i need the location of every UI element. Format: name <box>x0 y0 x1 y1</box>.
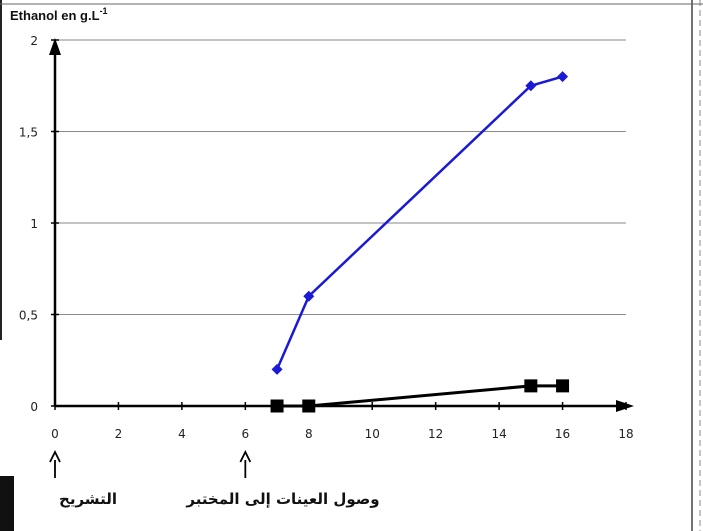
y-tick-label-0: 0 <box>30 400 38 414</box>
series-1-line <box>277 384 563 408</box>
x-tick-label-0: 0 <box>51 427 59 441</box>
grid <box>55 39 626 315</box>
y-tick-label-1: 0,5 <box>19 309 38 323</box>
x-tick-label-7: 14 <box>491 427 506 441</box>
x-tick-label-5: 10 <box>365 427 380 441</box>
x-axis-arrow <box>616 400 634 412</box>
annotation-arrowhead-0 <box>49 449 61 463</box>
x-tick-label-9: 18 <box>618 427 633 441</box>
series <box>270 71 570 413</box>
annotation-arrowhead-1 <box>239 449 252 463</box>
series-0-line <box>275 75 563 370</box>
y-axis-label: Ethanol en g.L-1 <box>10 6 108 23</box>
ticks: 0 2 4 6 8 10 12 14 16 18 0 0,5 1 1,5 2 <box>19 34 634 441</box>
x-tick-label-6: 12 <box>428 427 443 441</box>
y-axis-arrow <box>49 38 61 55</box>
series-1-point-0 <box>270 399 284 413</box>
annotation-label-1: وصول العينات إلى المختبر <box>185 490 379 508</box>
y-tick-label-4: 2 <box>30 34 38 48</box>
series-1-point-2 <box>524 379 538 393</box>
corner-block <box>0 476 14 531</box>
annotations: التشريح وصول العينات إلى المختبر <box>49 449 380 508</box>
x-tick-label-2: 4 <box>178 427 186 441</box>
axes <box>49 38 634 412</box>
series-1-point-1 <box>302 399 316 413</box>
x-tick-label-3: 6 <box>242 427 250 441</box>
x-tick-label-1: 2 <box>115 427 123 441</box>
x-tick-label-8: 16 <box>555 427 570 441</box>
series-0-point-1 <box>303 290 315 302</box>
x-tick-label-4: 8 <box>305 427 313 441</box>
series-0-point-3 <box>557 71 569 83</box>
y-tick-label-2: 1 <box>30 217 38 231</box>
series-0-point-0 <box>271 363 283 375</box>
annotation-label-0: التشريح <box>59 490 117 508</box>
y-tick-label-3: 1,5 <box>19 126 38 140</box>
series-1-point-3 <box>556 379 570 393</box>
series-0-point-2 <box>525 80 537 92</box>
